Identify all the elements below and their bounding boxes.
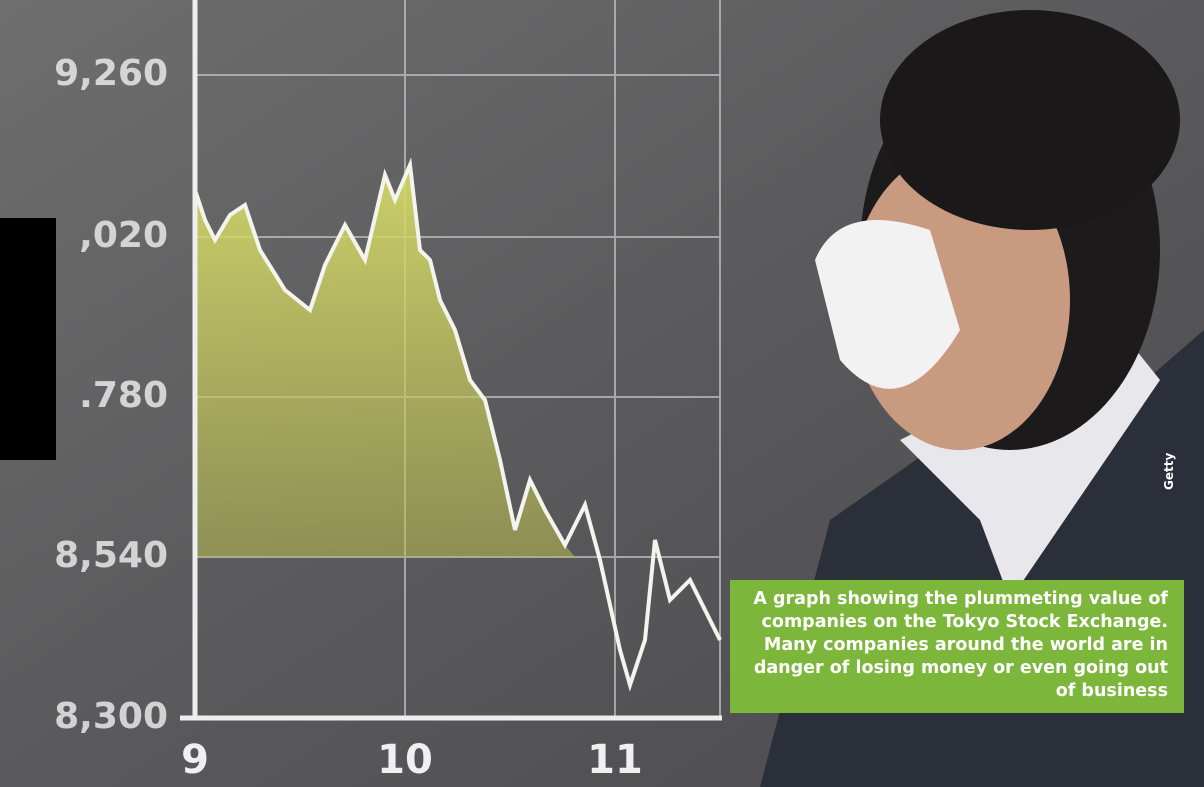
x-label: 11 — [587, 737, 643, 783]
photo-credit: Getty — [1162, 452, 1176, 490]
axes — [180, 0, 722, 721]
caption: A graph showing the plummeting value of … — [730, 580, 1184, 713]
x-label: 10 — [377, 737, 433, 783]
y-label: ,020 — [79, 215, 168, 256]
black-panel — [0, 218, 56, 460]
x-label: 9 — [181, 737, 209, 783]
y-label: 8,300 — [54, 696, 168, 737]
y-label: 8,540 — [54, 535, 168, 576]
y-label: .780 — [79, 375, 168, 416]
chart-line — [193, 157, 722, 692]
chart-fill — [195, 165, 575, 557]
y-label: 9,260 — [54, 53, 168, 94]
